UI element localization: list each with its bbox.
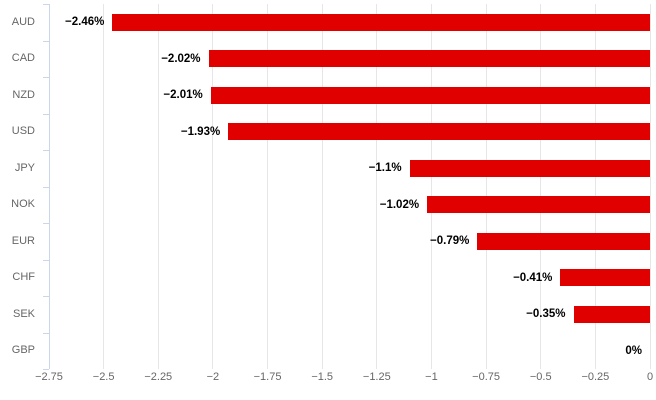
bar: [210, 86, 650, 104]
y-axis-tick: [43, 296, 49, 297]
category-label: SEK: [12, 307, 35, 320]
x-axis-tick-label: 0: [646, 371, 654, 383]
category-label: EUR: [11, 234, 35, 247]
bar: [112, 13, 650, 31]
x-axis-tick-label: −1.25: [362, 371, 391, 383]
gridline: [157, 4, 159, 369]
category-label: JPY: [14, 161, 35, 174]
x-axis-tick-label: −2.25: [144, 371, 173, 383]
bar-value-label: −1.1%: [368, 162, 402, 175]
gridline: [376, 4, 378, 369]
category-label: CAD: [11, 52, 35, 65]
y-axis-tick: [43, 113, 49, 115]
x-axis-tick-label: −1.5: [311, 371, 334, 383]
bar-value-label: −1.93%: [180, 125, 221, 138]
bar-value-label: −2.02%: [161, 52, 201, 65]
bar: [228, 123, 650, 141]
bar: [409, 159, 650, 177]
y-axis-tick: [43, 332, 49, 334]
bar-value-label: −1.02%: [379, 198, 420, 211]
x-axis-tick-label: −1.75: [253, 371, 282, 383]
bar: [477, 232, 650, 250]
y-axis-tick: [43, 150, 49, 151]
bar-value-label: −0.79%: [430, 235, 470, 248]
gridline: [594, 4, 596, 369]
x-axis-tick-label: −2.5: [92, 371, 115, 383]
bar: [560, 269, 650, 287]
y-axis-tick: [43, 4, 49, 5]
gridline: [103, 4, 105, 369]
bar-value-label: −0.41%: [513, 271, 553, 284]
x-axis-tick-label: −0.75: [472, 371, 500, 383]
gridline: [649, 4, 651, 369]
category-label: CHF: [12, 271, 35, 284]
gridline: [485, 4, 487, 369]
y-axis-tick: [43, 77, 49, 78]
x-axis-tick-label: −1: [425, 371, 438, 383]
category-label: GBP: [11, 344, 35, 357]
category-label: AUD: [11, 15, 35, 28]
x-axis-tick-label: −2.75: [35, 371, 63, 383]
bar: [573, 305, 650, 323]
y-axis-tick: [43, 369, 49, 370]
gridline: [212, 4, 214, 369]
gridline: [267, 4, 269, 369]
x-axis-tick-label: −0.25: [581, 371, 610, 383]
bar-value-label: 0%: [625, 344, 642, 357]
x-axis-tick-label: −0.5: [529, 371, 552, 383]
bar-value-label: −2.01%: [163, 89, 203, 102]
y-axis-tick: [43, 40, 49, 42]
bar-value-label: −2.46%: [65, 16, 105, 29]
bar: [208, 50, 650, 68]
gridline: [540, 4, 542, 369]
bar-value-label: −0.35%: [526, 308, 566, 321]
y-axis-line: [49, 4, 50, 369]
gridline: [321, 4, 323, 369]
category-label: NOK: [11, 198, 35, 211]
bar: [427, 196, 650, 214]
x-axis-tick-label: −2: [206, 371, 220, 383]
gridline: [430, 4, 432, 369]
y-axis-tick: [43, 223, 49, 224]
y-axis-tick: [43, 186, 49, 188]
category-label: USD: [11, 125, 35, 138]
category-label: NZD: [12, 88, 35, 101]
y-axis-tick: [43, 259, 49, 261]
